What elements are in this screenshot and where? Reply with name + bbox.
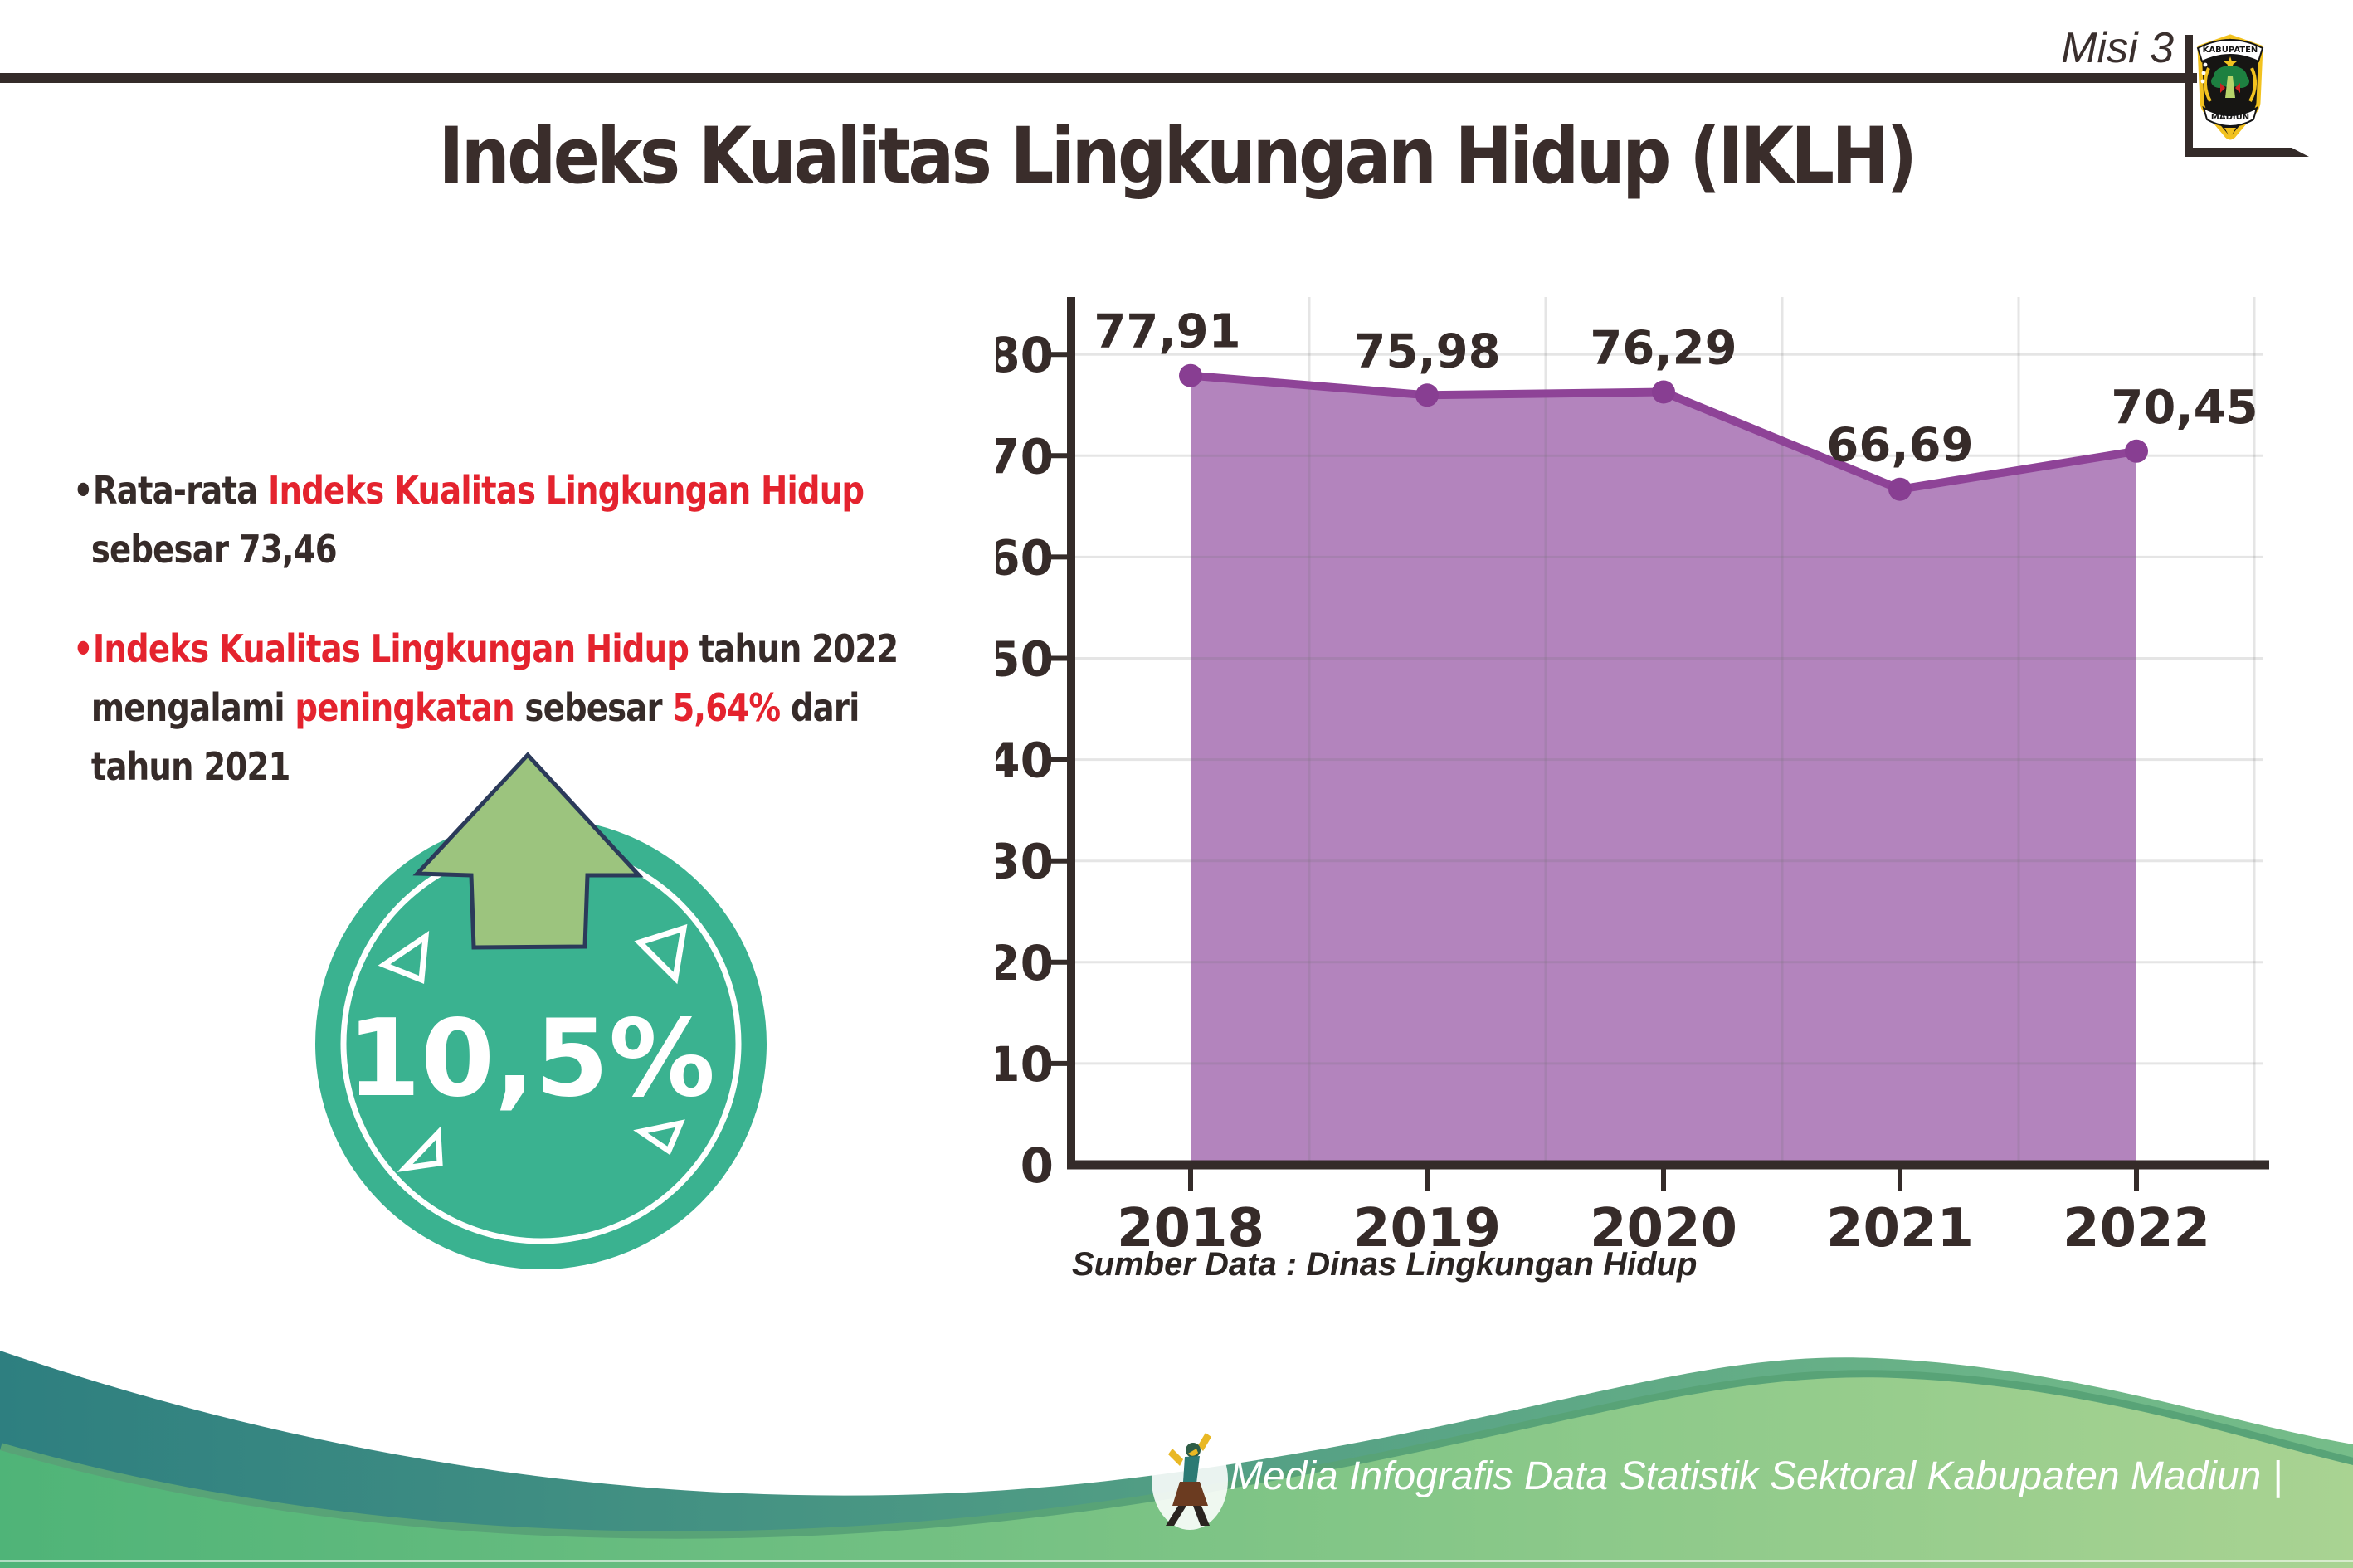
logo-tree-trunk [2225,76,2235,98]
mascot-raised-arm [1198,1433,1211,1451]
bullet-text-segment: Indeks Kualitas Lingkungan Hidup [268,468,865,513]
bullet-line: •Rata-rata Indeks Kualitas Lingkungan Hi… [73,461,979,520]
data-point-label: 75,98 [1353,324,1500,378]
badge-triangle-nw [378,930,430,984]
logo-red-left [2220,83,2225,93]
up-arrow-icon [412,752,644,950]
logo-top-text: KABUPATEN [2203,46,2258,55]
y-axis-label: 80 [996,327,1054,383]
y-axis-label: 70 [996,428,1054,485]
misi-label: Misi 3 [2061,24,2174,72]
logo-top-ribbon [2196,39,2264,63]
data-point [2125,439,2148,463]
y-axis-label: 0 [1021,1137,1054,1194]
bullet-text-segment: tahun 2022 [689,626,899,671]
x-axis-label: 2020 [1590,1198,1737,1259]
mascot-leg-left [1166,1506,1186,1526]
logo-frame-vertical [2185,35,2193,156]
data-point [1415,383,1439,407]
bullet-line: sebesar 73,46 [73,520,979,579]
source-caption: Sumber Data : Dinas Lingkungan Hidup [1072,1246,1698,1283]
y-axis-label: 20 [996,935,1054,991]
bullet-text-segment: dari [780,684,860,730]
bullet-text-segment: •Indeks Kualitas Lingkungan Hidup [73,626,689,671]
bullet-text-segment: 5,64% [672,684,781,730]
bullet-line: tahun 2021 [73,738,979,796]
bullet-text-segment: •Rata-rata [73,468,269,513]
logo-frame-bottom [2185,148,2309,157]
green-wave [0,1377,2353,1568]
logo-wing-right [2248,67,2257,102]
bullet-item: •Indeks Kualitas Lingkungan Hidup tahun … [73,620,979,797]
data-point-label: 70,45 [2111,381,2258,435]
header-rule [0,73,2197,83]
chart-canvas: 0 10 20 30 40 50 60 70 80 2018 2019 2020 2021 2022 77,… [987,297,2269,1259]
y-axis-label: 30 [996,834,1054,890]
logo-tree-right [2233,75,2249,88]
iklh-area-chart: 0 10 20 30 40 50 60 70 80 2018 2019 2020 2021 2022 77,… [987,282,2290,1327]
logo-tree-left [2211,75,2228,88]
x-axis-line [1067,1160,2269,1170]
y-axis-label: 40 [996,733,1054,789]
footer-bottom-line [0,1560,2353,1562]
y-axis-line [1067,297,1075,1169]
data-point-label: 77,91 [1094,305,1240,359]
logo-dot [2200,79,2205,84]
mascot-torso [1183,1456,1200,1483]
mascot-arm [1168,1449,1183,1466]
increase-badge: 10,5% [315,752,767,1269]
x-axis-label: 2019 [1353,1198,1501,1259]
bullet-text-segment: sebesar 73,46 [90,527,338,572]
mascot-skirt [1172,1482,1208,1506]
logo-bottom-text: MADIUN [2211,113,2249,122]
y-axis-label: 60 [996,529,1054,586]
y-axis-label: 50 [996,631,1054,688]
footer-caption: Media Infografis Data Statistik Sektoral… [1230,1454,2283,1498]
bullet-text-segment: peningkatan [295,684,514,730]
data-point-label: 66,69 [1826,419,1973,473]
badge-triangle-ne [634,923,688,985]
badge-circle [315,818,767,1269]
area-fill [1191,375,2136,1165]
summary-bullets: •Rata-rata Indeks Kualitas Lingkungan Hi… [73,461,979,836]
data-point [1652,380,1675,404]
bullet-text-segment: tahun 2021 [90,744,291,790]
bullet-line: mengalami peningkatan sebesar 5,64% dari [73,679,979,738]
logo-dot [2203,62,2208,67]
bullet-text-segment: sebesar [514,684,673,730]
logo-star-icon [2224,56,2237,70]
kabupaten-madiun-logo: KABUPATEN MADIUN [2196,34,2264,140]
mascot-icon [1152,1430,1228,1530]
mascot-leg-right [1193,1506,1210,1526]
footer-waves [0,1351,2353,1568]
badge-triangle-se [633,1119,685,1156]
page-title: Indeks Kualitas Lingkungan Hidup (IKLH) [438,111,1917,202]
x-axis-label: 2022 [2063,1198,2210,1259]
data-point-label: 76,29 [1590,322,1737,376]
bullet-text-segment: mengalami [90,684,295,730]
logo-wing-left [2204,67,2212,102]
logo-dot [2201,71,2206,75]
mascot-face [1188,1449,1198,1456]
bullet-item: •Rata-rata Indeks Kualitas Lingkungan Hi… [73,461,979,580]
y-axis-label: 10 [996,1036,1054,1093]
data-point [1888,477,1912,501]
logo-bottom-emblem [2224,128,2236,138]
badge-value: 10,5% [347,997,715,1121]
data-point [1179,363,1202,387]
x-axis-label: 2018 [1117,1198,1264,1259]
badge-triangle-sw [397,1126,443,1172]
bullet-line: •Indeks Kualitas Lingkungan Hidup tahun … [73,620,979,679]
x-axis-label: 2021 [1826,1198,1974,1259]
logo-red-right [2235,83,2240,93]
logo-bottom-ribbon [2202,105,2258,127]
